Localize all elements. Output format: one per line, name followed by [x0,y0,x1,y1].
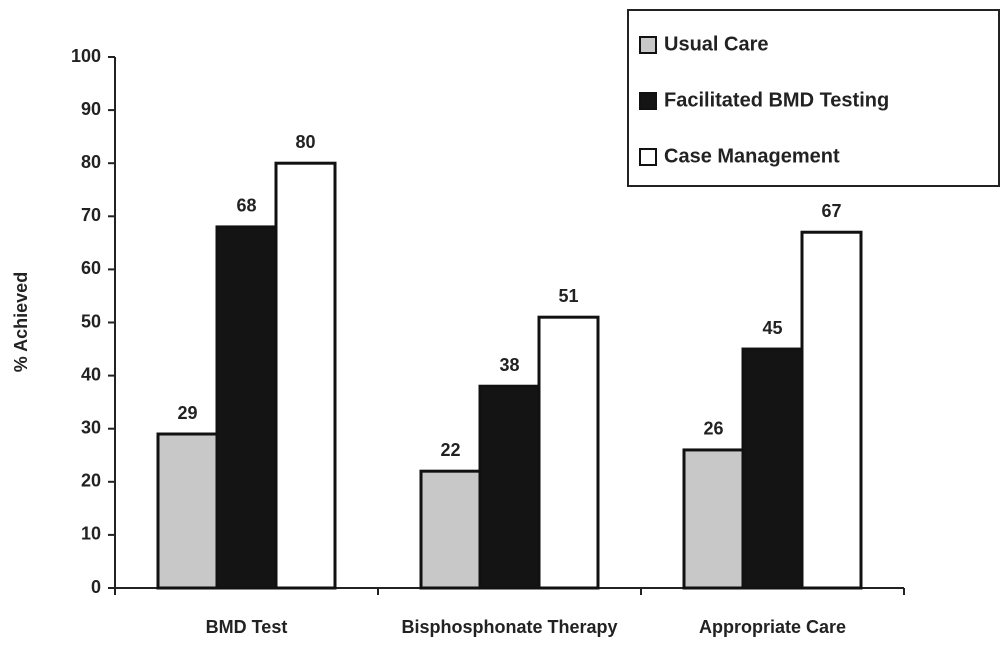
y-tick-label: 70 [81,205,101,225]
data-label: 80 [295,132,315,152]
y-axis-label: % Achieved [11,272,31,372]
bar [682,448,745,590]
bar [274,161,337,590]
bar [478,384,541,590]
bar [537,315,600,590]
bar [156,432,219,590]
x-tick-label: BMD Test [206,617,288,637]
bar [741,347,804,590]
bar [800,230,863,590]
data-label: 22 [440,440,460,460]
y-tick-label: 40 [81,364,101,384]
legend-box [627,9,1000,187]
y-tick-label: 100 [71,46,101,66]
y-tick-label: 30 [81,417,101,437]
bar [215,225,278,590]
x-tick-label: Appropriate Care [699,617,846,637]
data-label: 29 [177,403,197,423]
legend-label: Facilitated BMD Testing [664,89,889,111]
x-tick-label: Bisphosphonate Therapy [401,617,617,637]
y-tick-label: 10 [81,524,101,544]
legend-swatch [639,148,657,166]
bar [419,469,482,590]
legend-label: Case Management [664,145,840,167]
y-tick-label: 0 [91,577,101,597]
y-tick-label: 90 [81,99,101,119]
y-tick-label: 60 [81,258,101,278]
data-label: 68 [236,196,256,216]
data-label: 45 [762,318,782,338]
legend-swatch [639,36,657,54]
data-label: 51 [558,286,578,306]
legend-label: Usual Care [664,33,769,55]
y-tick-label: 80 [81,152,101,172]
data-label: 38 [499,355,519,375]
data-label: 67 [821,201,841,221]
legend-swatch [639,92,657,110]
y-tick-label: 20 [81,471,101,491]
data-label: 26 [703,419,723,439]
y-tick-label: 50 [81,311,101,331]
